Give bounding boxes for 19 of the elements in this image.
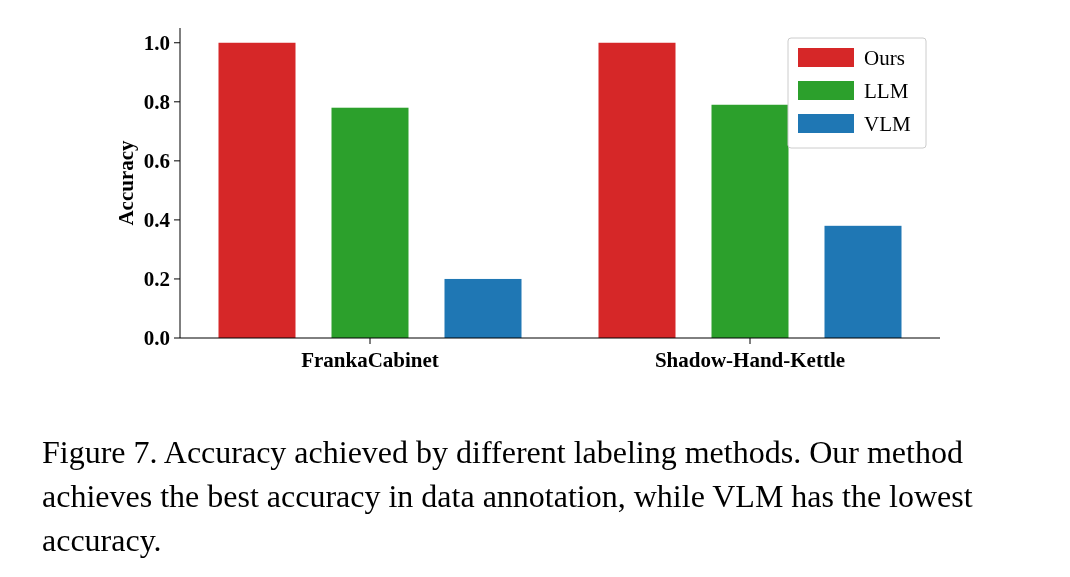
bar	[711, 104, 789, 338]
y-tick-label: 0.0	[143, 326, 170, 351]
legend-label: VLM	[864, 112, 911, 136]
y-tick-label: 0.2	[143, 267, 170, 292]
y-tick-label: 0.6	[143, 149, 170, 174]
caption: Figure 7. Accuracy achieved by different labeling methods. Our method achieves the best accuracy in data annotation, while VLM has the lowest accuracy.	[42, 433, 974, 560]
y-axis-title: Accuracy	[114, 139, 138, 226]
legend-label: Ours	[864, 46, 905, 70]
x-tick-label: FrankaCabinet	[301, 348, 439, 372]
x-tick-label: Shadow-Hand-Kettle	[654, 348, 846, 372]
bar	[331, 107, 409, 338]
y-tick-label: 0.4	[143, 208, 171, 233]
legend-label: LLM	[864, 79, 909, 103]
bar	[218, 42, 296, 338]
bar	[444, 278, 522, 338]
bar	[598, 42, 676, 338]
y-tick-label: 1.0	[143, 31, 170, 56]
y-tick-label: 0.8	[143, 90, 170, 115]
bar	[824, 225, 902, 338]
